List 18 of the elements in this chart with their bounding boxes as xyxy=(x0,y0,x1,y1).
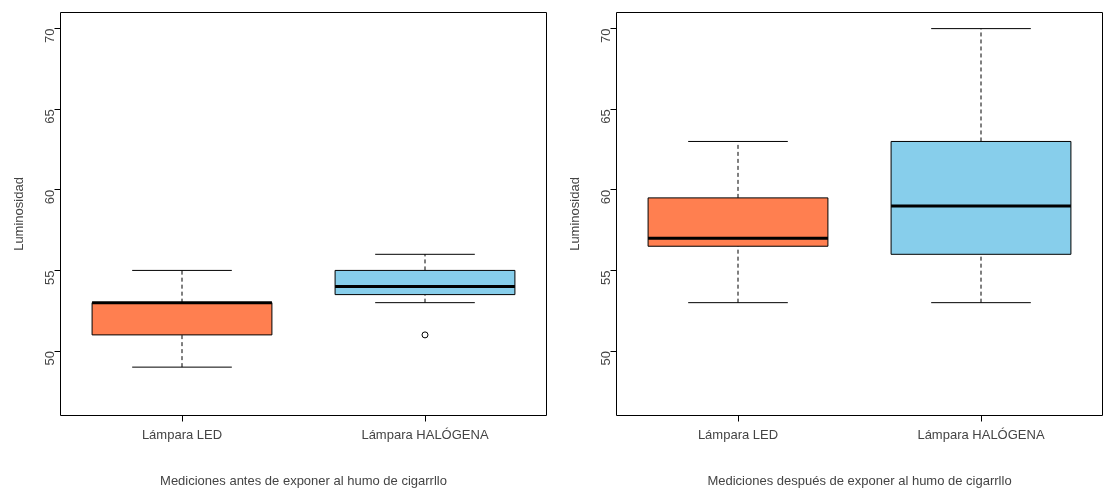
x-tick-label: Lámpara LED xyxy=(141,426,223,442)
x-axis-title: Mediciones después de exponer al humo de cigarrllo xyxy=(707,472,1012,488)
y-tick-label: 60 xyxy=(42,189,57,205)
y-tick-label: 70 xyxy=(42,28,57,44)
x-tick-label: Lámpara HALÓGENA xyxy=(361,426,489,442)
y-tick-label: 50 xyxy=(42,351,57,366)
x-axis-title: Mediciones antes de exponer al humo de cigarrllo xyxy=(160,472,447,488)
y-tick-label: 50 xyxy=(598,351,613,366)
y-tick-label: 60 xyxy=(598,189,613,205)
y-tick-label: 65 xyxy=(598,109,613,124)
y-tick-label: 70 xyxy=(598,28,613,44)
y-axis-title: Luminosidad xyxy=(566,177,582,251)
x-tick-label: Lámpara LED xyxy=(697,426,779,442)
y-tick-label: 55 xyxy=(42,270,57,285)
y-axis-title: Luminosidad xyxy=(10,177,26,251)
y-tick-label: 65 xyxy=(42,109,57,124)
y-tick-label: 55 xyxy=(598,270,613,285)
x-tick-label: Lámpara HALÓGENA xyxy=(917,426,1045,442)
